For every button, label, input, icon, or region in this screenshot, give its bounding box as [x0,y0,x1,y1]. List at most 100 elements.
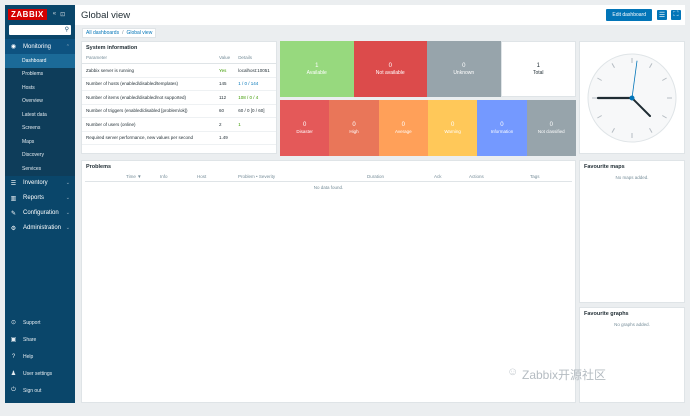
severity-cell[interactable]: 0 Average [378,100,428,156]
availability-count: 1 [536,62,540,69]
menu-configuration-label: Configuration [23,210,59,216]
sidebar-item-share[interactable]: ▣ Share [5,331,75,348]
sidebar-item-screens[interactable]: Screens [22,125,41,132]
table-row: Number of items (enabled/disabled/not su… [82,90,276,105]
table-row: Number of hosts (enabled/disabled/templa… [82,77,276,91]
edit-dashboard-button[interactable]: Edit dashboard [606,9,652,21]
severity-label: High [349,129,359,134]
sidebar-item-services[interactable]: Services [22,165,42,172]
severity-cell[interactable]: 0 High [329,100,379,156]
column-header-info: Info [160,174,168,179]
sidebar-item-overview[interactable]: Overview [22,98,43,105]
host-availability-cell[interactable]: 1 Total [500,41,576,97]
widget-title: Problems [86,164,112,170]
monitoring-submenu: Dashboard Problems Hosts Overview Latest… [5,54,75,176]
severity-label: Warning [444,129,461,134]
fullscreen-icon[interactable]: ⛶ [671,10,681,20]
parameter-cell: Required server performance, new values … [82,131,215,145]
sidebar-item-problems[interactable]: Problems [22,71,44,78]
collapse-sidebar-icon[interactable]: « [52,10,57,17]
severity-count: 0 [500,122,504,128]
actions-menu-icon[interactable]: ☰ [657,10,667,20]
kiosk-mode-icon[interactable]: ⊡ [60,11,66,18]
power-icon: ⏻ [11,387,16,393]
sidebar-item-discovery[interactable]: Discovery [22,152,44,159]
table-row: Required server performance, new values … [82,131,276,145]
severity-cell[interactable]: 0 Warning [427,100,478,156]
share-icon: ▣ [10,337,17,343]
menu-inventory[interactable]: ☰ Inventory ⌄ [5,176,75,191]
availability-count: 1 [315,62,319,69]
availability-label: Available [306,69,327,76]
widget-title: Favourite maps [584,164,625,170]
problems-table-header: Time ▼ Info Host Problem • Severity Dura… [85,172,572,182]
column-header-actions: Actions [469,174,484,179]
system-info-table: Parameter Value Details Zabbix server is… [82,53,276,145]
severity-count: 0 [549,122,553,128]
column-header: Value [215,53,235,64]
parameter-cell: Number of triggers (enabled/disabled [pr… [82,104,215,118]
clock-center [629,95,635,101]
menu-monitoring[interactable]: ◉ Monitoring ⌃ [5,39,75,54]
chevron-down-icon: ⌄ [65,195,70,201]
severity-label: Disaster [296,129,313,134]
details-cell: 1 [234,117,276,132]
menu-administration-label: Administration [23,225,62,231]
user-settings-label: User settings [23,370,53,377]
sidebar-item-dashboard[interactable]: Dashboard [5,54,75,68]
support-icon: ⊙ [10,320,17,326]
sidebar-item-sign-out[interactable]: ⏻ Sign out [5,382,75,399]
page-header: Global view Edit dashboard ☰ ⛶ [75,5,685,25]
sidebar-item-hosts[interactable]: Hosts [22,84,35,91]
sidebar-item-support[interactable]: ⊙ Support [5,314,75,331]
severity-cell[interactable]: 0 Disaster [280,100,330,156]
help-label: Help [23,353,34,360]
value-cell: 1.49 [215,131,235,145]
help-icon: ? [11,353,16,360]
menu-administration[interactable]: ⚙ Administration ⌄ [5,221,75,236]
sidebar-item-help[interactable]: ? Help [5,348,75,365]
sidebar-search: ⚲ [9,25,71,35]
breadcrumb-all-dashboards[interactable]: All dashboards [86,30,120,36]
parameter-cell: Number of users (online) [82,117,215,132]
column-header-time[interactable]: Time ▼ [126,174,142,179]
column-header-tags: Tags [530,174,540,179]
host-availability-widget: 1 Available 0 Not available 0 Unknown 1 … [280,41,576,97]
menu-reports[interactable]: ▥ Reports ⌄ [5,191,75,206]
host-availability-cell[interactable]: 1 Available [280,41,354,97]
menu-monitoring-label: Monitoring [23,43,52,50]
parameter-cell: Number of hosts (enabled/disabled/templa… [82,77,215,91]
search-input[interactable] [9,25,71,35]
severity-count: 0 [401,122,405,128]
host-availability-cell[interactable]: 0 Not available [353,41,427,97]
zabbix-logo[interactable]: ZABBIX [8,8,47,20]
host-availability-cell[interactable]: 0 Unknown [427,41,501,97]
menu-configuration[interactable]: ✎ Configuration ⌄ [5,206,75,221]
chart-icon: ▥ [10,195,17,202]
support-label: Support [23,319,41,326]
no-graphs-message: No graphs added. [614,322,650,327]
severity-cell[interactable]: 0 Information [477,100,527,156]
breadcrumb-global-view[interactable]: Global view [126,30,153,36]
table-row: Zabbix server is running Yes localhost:1… [82,63,276,78]
chevron-down-icon: ⌄ [65,225,70,231]
value-cell: 145 [215,77,235,91]
severity-cell[interactable]: 0 Not classified [526,100,576,156]
sign-out-label: Sign out [23,387,42,394]
search-icon[interactable]: ⚲ [64,27,69,33]
column-header-problem[interactable]: Problem • Severity [238,174,276,179]
severity-label: Average [394,129,412,134]
breadcrumb: All dashboards / Global view [82,28,157,38]
no-maps-message: No maps added. [615,175,649,180]
menu-inventory-label: Inventory [23,180,48,186]
parameter-cell: Zabbix server is running [82,63,215,78]
column-header-host[interactable]: Host [197,174,207,179]
sidebar-item-latest-data[interactable]: Latest data [22,111,47,118]
availability-label: Total [532,69,544,76]
chevron-down-icon: ⌄ [65,180,70,186]
sidebar-item-user-settings[interactable]: ♟ User settings [5,365,75,382]
sidebar: ZABBIX « ⊡ ⚲ ◉ Monitoring ⌃ Dashboard Pr… [5,5,75,403]
page-title: Global view [81,9,131,21]
no-data-message: No data found. [313,185,344,190]
sidebar-item-maps[interactable]: Maps [22,138,35,145]
